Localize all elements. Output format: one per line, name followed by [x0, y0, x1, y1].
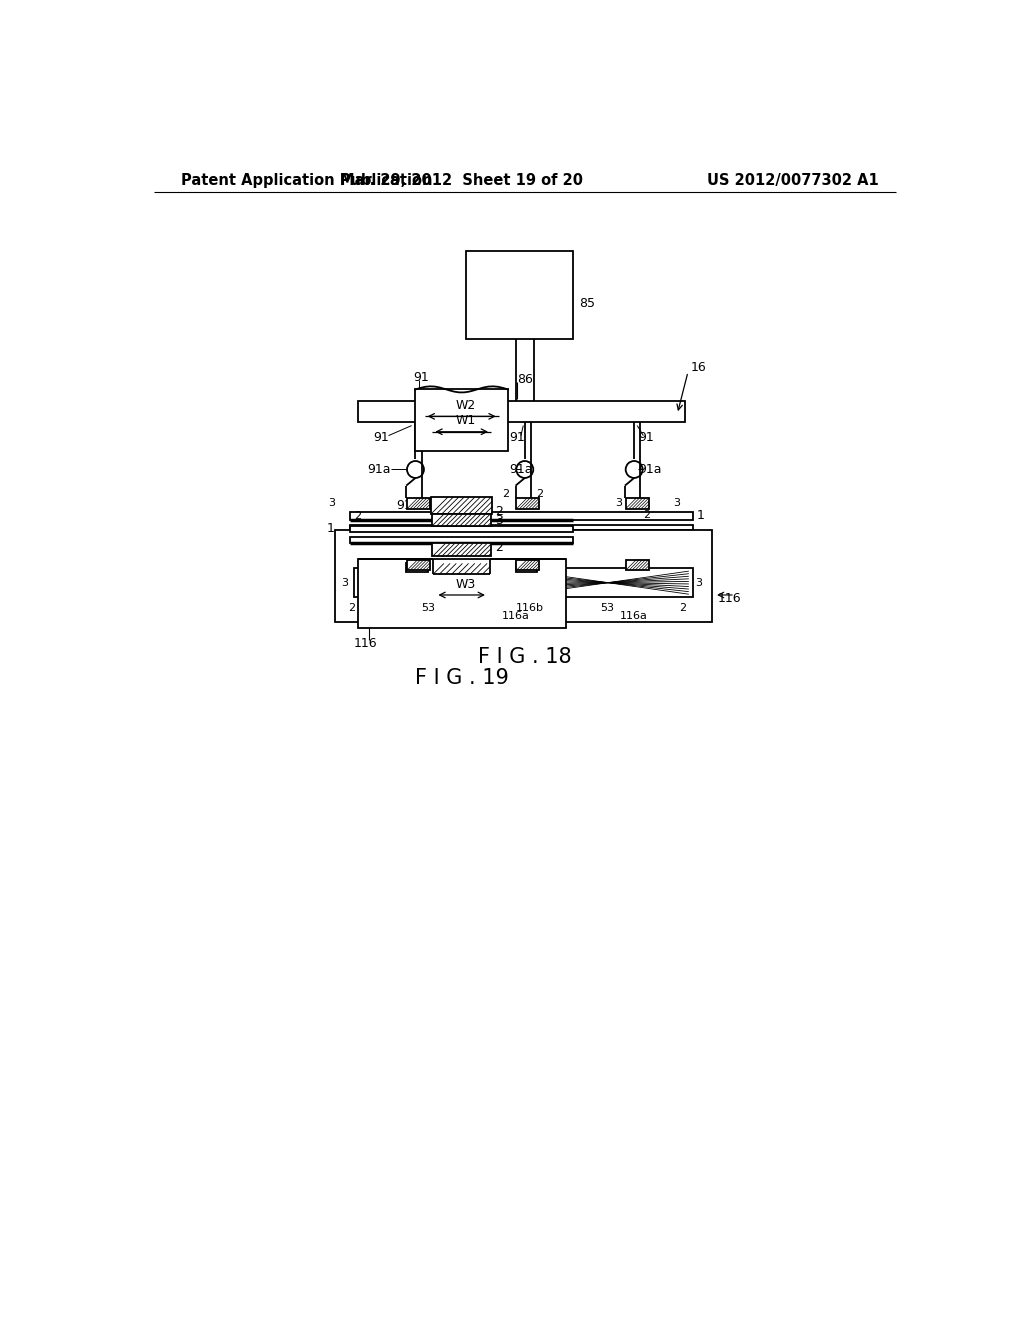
Bar: [432, 544, 490, 557]
Text: 53: 53: [422, 603, 435, 612]
Bar: [416, 389, 508, 451]
Text: 91: 91: [638, 430, 653, 444]
Text: 3: 3: [341, 578, 348, 587]
Bar: [431, 498, 493, 515]
Bar: [350, 525, 573, 532]
Text: 2: 2: [643, 510, 650, 520]
Bar: [357, 401, 685, 422]
Text: 2: 2: [348, 603, 355, 612]
Text: 1: 1: [327, 523, 335, 536]
Text: 2: 2: [495, 541, 503, 554]
Bar: [407, 498, 430, 508]
Text: 2: 2: [495, 506, 503, 519]
Text: F I G . 19: F I G . 19: [415, 668, 509, 688]
Text: 91: 91: [373, 430, 389, 444]
Bar: [357, 558, 565, 628]
Bar: [626, 560, 649, 570]
Text: 116b: 116b: [515, 603, 544, 612]
Text: 86: 86: [517, 372, 532, 385]
Text: 91a: 91a: [509, 463, 532, 477]
Text: 2: 2: [502, 490, 509, 499]
Text: 3: 3: [695, 578, 702, 587]
Text: US 2012/0077302 A1: US 2012/0077302 A1: [707, 173, 879, 189]
Text: 91a: 91a: [638, 463, 662, 477]
Text: 116: 116: [718, 593, 741, 606]
Bar: [407, 562, 428, 572]
Text: 2: 2: [354, 511, 361, 521]
Bar: [516, 560, 540, 570]
Text: 2: 2: [537, 490, 544, 499]
Text: 3: 3: [495, 513, 503, 527]
Bar: [350, 525, 692, 529]
Text: 116a: 116a: [620, 611, 647, 620]
Text: Mar. 29, 2012  Sheet 19 of 20: Mar. 29, 2012 Sheet 19 of 20: [340, 173, 583, 189]
Text: F I G . 18: F I G . 18: [478, 647, 571, 667]
Text: 3: 3: [614, 499, 622, 508]
Text: 91: 91: [509, 430, 525, 444]
Bar: [516, 498, 540, 508]
Text: 16: 16: [690, 362, 707, 375]
Text: 116a: 116a: [502, 611, 529, 620]
Text: 91: 91: [413, 371, 429, 384]
Bar: [350, 537, 573, 544]
Text: 3: 3: [674, 499, 680, 508]
Text: 91a: 91a: [368, 463, 391, 477]
Text: 116: 116: [354, 638, 378, 649]
Text: 53: 53: [600, 603, 614, 612]
Text: W3: W3: [456, 578, 475, 591]
Bar: [626, 498, 649, 508]
Text: 3: 3: [528, 499, 536, 508]
Bar: [466, 251, 573, 339]
Bar: [432, 515, 490, 525]
Text: 1: 1: [696, 510, 705, 523]
Text: W2: W2: [456, 399, 475, 412]
Text: Patent Application Publication: Patent Application Publication: [180, 173, 432, 189]
Bar: [350, 512, 692, 520]
Bar: [407, 560, 430, 570]
Text: 3: 3: [329, 499, 336, 508]
Text: W1: W1: [456, 414, 475, 428]
Text: 91b: 91b: [396, 499, 420, 512]
Bar: [354, 568, 692, 598]
Bar: [515, 562, 538, 572]
Text: 85: 85: [580, 297, 596, 310]
Bar: [335, 529, 712, 622]
Text: 2: 2: [680, 603, 687, 612]
